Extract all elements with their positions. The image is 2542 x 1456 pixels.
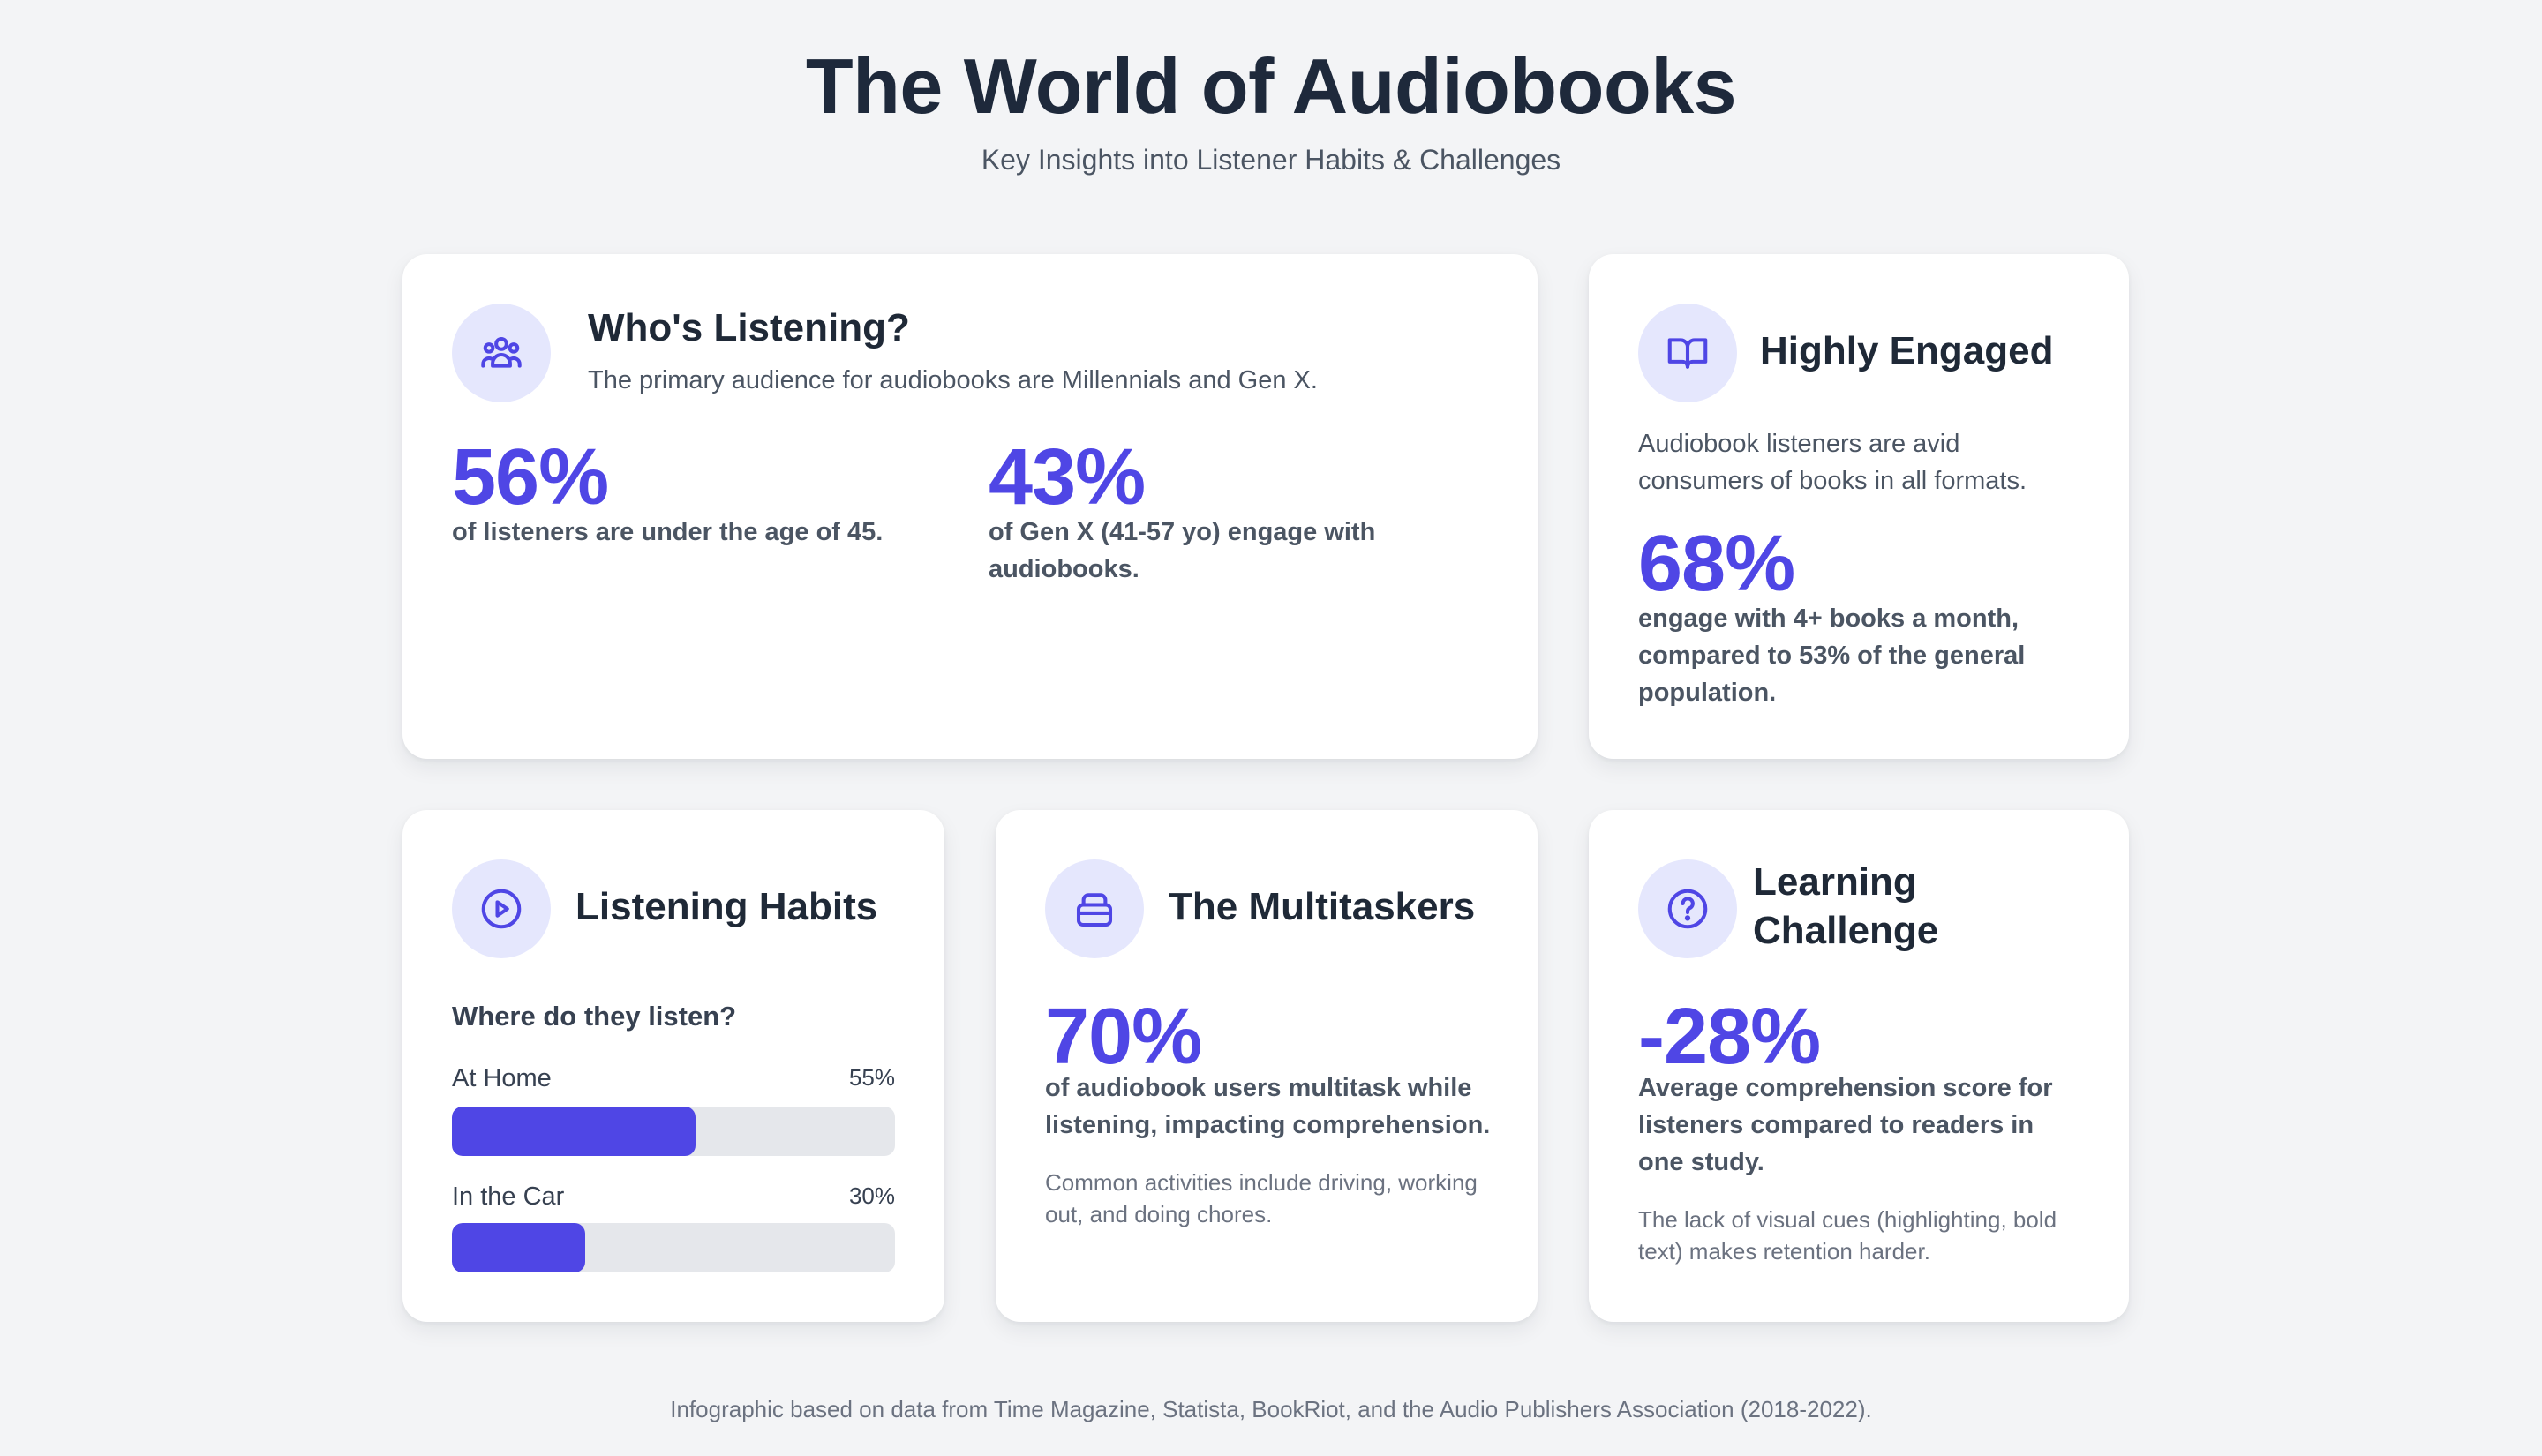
card-description: Audiobook listeners are avid consumers o…	[1638, 430, 2027, 496]
card-multitaskers: The Multitaskers 70% of audiobook users …	[996, 810, 1538, 1322]
card-highly-engaged: Highly Engaged Audiobook listeners are a…	[1589, 254, 2129, 759]
card-whos-listening: Who's Listening? The primary audience fo…	[402, 254, 1538, 759]
stat-value: 68%	[1638, 520, 1795, 608]
book-open-icon	[1638, 304, 1737, 402]
bar-percent: 30%	[848, 1182, 895, 1209]
card-learning-challenge: Learning Challenge -28% Average comprehe…	[1589, 810, 2129, 1322]
stat-text: of Gen X (41-57 yo) engage with audioboo…	[989, 518, 1376, 584]
card-title: Learning Challenge	[1753, 860, 1939, 952]
card-title: Listening Habits	[575, 885, 878, 928]
bar-fill	[452, 1223, 585, 1272]
stat-text: engage with 4+ books a month, compared t…	[1638, 604, 2026, 708]
header: The World of Audiobooks Key Insights int…	[0, 42, 2542, 176]
card-title: Who's Listening?	[588, 306, 910, 349]
stat-value: -28%	[1638, 993, 1821, 1081]
card-listening-habits: Listening Habits Where do they listen? A…	[402, 810, 944, 1322]
page-subtitle: Key Insights into Listener Habits & Chal…	[981, 143, 1561, 176]
bar-fill	[452, 1107, 696, 1156]
card-title: Highly Engaged	[1760, 329, 2054, 372]
page-title: The World of Audiobooks	[805, 42, 1737, 130]
stat-text: Average comprehension score for listener…	[1638, 1074, 2053, 1177]
bar-label: At Home	[452, 1064, 552, 1092]
play-circle-icon	[452, 859, 551, 958]
bar-track-at-home	[452, 1107, 895, 1156]
stat-value: 43%	[989, 433, 1146, 522]
bar-track-in-the-car	[452, 1223, 895, 1272]
question-circle-icon	[1638, 859, 1737, 958]
card-description: The primary audience for audiobooks are …	[588, 366, 1318, 394]
stat-value: 70%	[1045, 993, 1202, 1081]
stat-value: 56%	[452, 433, 609, 522]
users-icon	[452, 304, 551, 402]
source-footer: Infographic based on data from Time Maga…	[670, 1396, 1872, 1422]
bar-label: In the Car	[452, 1182, 565, 1211]
stat-text: of audiobook users multitask while liste…	[1045, 1074, 1491, 1140]
note-text: The lack of visual cues (highlighting, b…	[1638, 1206, 2057, 1265]
note-text: Common activities include driving, worki…	[1045, 1169, 1478, 1228]
chart-question: Where do they listen?	[452, 1001, 737, 1032]
stat-text: of listeners are under the age of 45.	[452, 518, 884, 546]
card-title: The Multitaskers	[1169, 885, 1476, 928]
briefcase-icon	[1045, 859, 1144, 958]
bar-percent: 55%	[848, 1064, 895, 1091]
